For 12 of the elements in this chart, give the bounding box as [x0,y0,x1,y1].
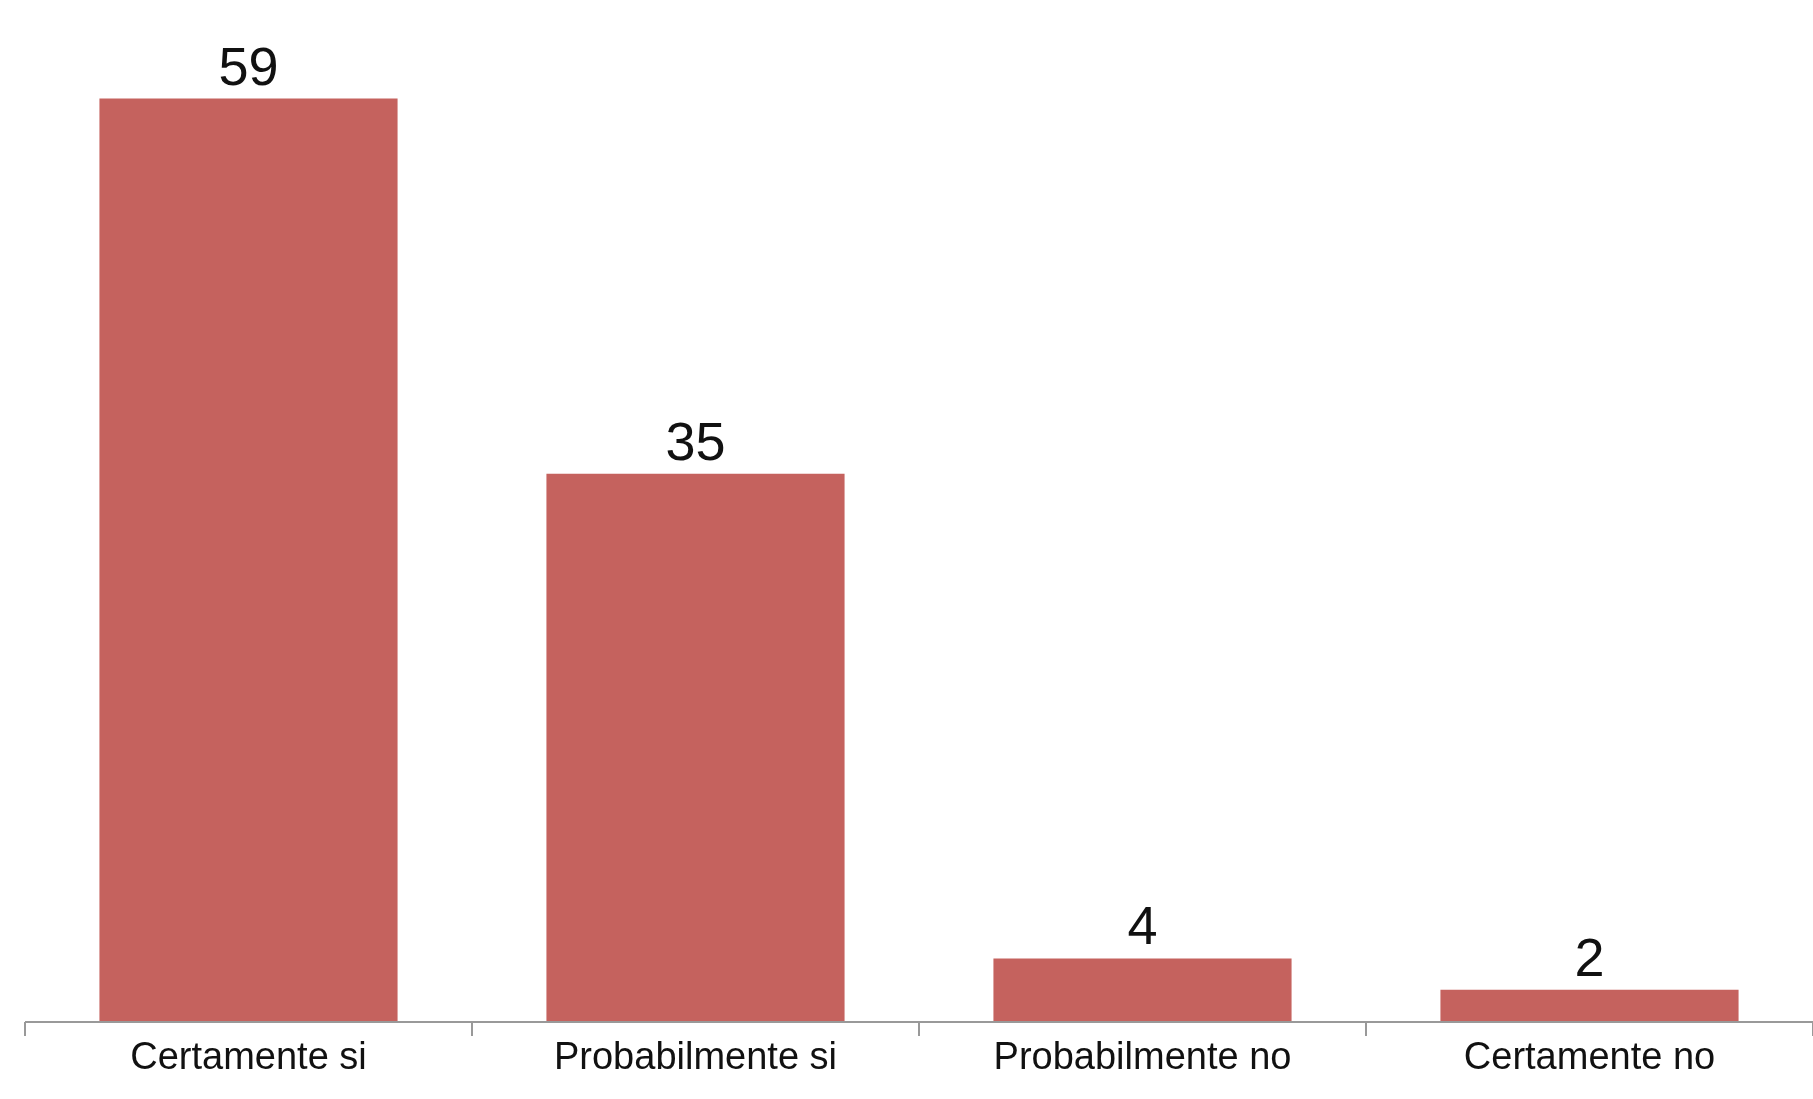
data-label: 4 [1127,895,1158,956]
x-tick-label: Probabilmente no [993,1034,1292,1077]
x-tick-label: Certamente no [1463,1034,1716,1077]
bar [99,98,398,1021]
x-tick-label: Certamente si [130,1034,367,1077]
bar [546,473,845,1021]
data-label: 2 [1574,926,1605,987]
x-tick-label: Probabilmente si [553,1034,838,1077]
bar [993,958,1292,1021]
bar [1440,989,1739,1021]
data-label: 59 [218,35,279,96]
data-label: 35 [665,410,726,471]
